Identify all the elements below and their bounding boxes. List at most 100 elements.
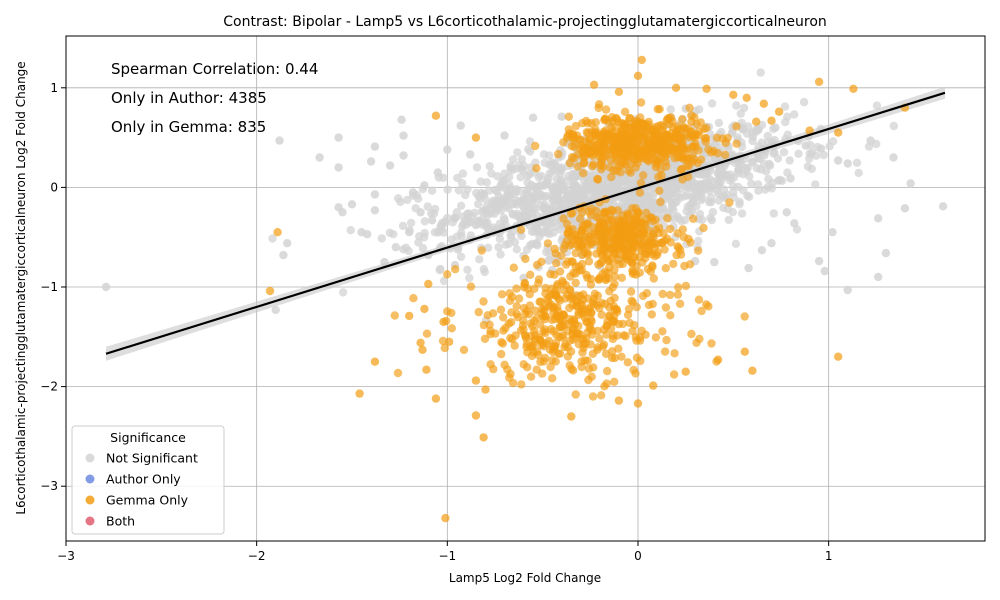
point-gemma-only xyxy=(583,328,592,337)
point-not-significant xyxy=(534,225,543,235)
point-gemma-only xyxy=(553,280,562,289)
point-not-significant xyxy=(268,234,277,243)
point-not-significant xyxy=(765,159,774,169)
point-not-significant xyxy=(781,117,790,127)
point-gemma-only xyxy=(608,334,618,344)
point-gemma-only xyxy=(672,132,681,141)
point-not-significant xyxy=(748,136,757,146)
point-gemma-only xyxy=(520,279,529,289)
point-gemma-only xyxy=(694,246,703,255)
point-gemma-only xyxy=(676,250,686,259)
point-gemma-only xyxy=(637,55,646,65)
point-gemma-only xyxy=(618,140,628,150)
point-gemma-only xyxy=(471,133,481,142)
point-gemma-only xyxy=(697,306,706,316)
point-gemma-only xyxy=(584,364,594,373)
point-gemma-only xyxy=(517,380,526,389)
point-gemma-only xyxy=(849,84,858,94)
point-gemma-only xyxy=(536,297,545,306)
point-gemma-only xyxy=(651,333,661,342)
point-not-significant xyxy=(783,130,792,139)
point-not-significant xyxy=(505,180,514,189)
point-not-significant xyxy=(906,179,915,188)
point-gemma-only xyxy=(603,229,613,238)
legend: Significance Not Significant Author Only Ge… xyxy=(71,425,225,535)
point-gemma-only xyxy=(540,353,550,363)
point-gemma-only xyxy=(563,219,572,229)
point-not-significant xyxy=(811,180,820,189)
point-not-significant xyxy=(496,250,505,259)
point-gemma-only xyxy=(422,329,432,338)
point-gemma-only xyxy=(355,389,364,398)
point-not-significant xyxy=(736,109,745,118)
point-gemma-only xyxy=(438,336,448,346)
point-not-significant xyxy=(547,204,557,213)
point-gemma-only xyxy=(774,107,784,116)
point-gemma-only xyxy=(486,360,495,369)
point-gemma-only xyxy=(630,321,639,330)
point-gemma-only xyxy=(532,164,541,173)
point-not-significant xyxy=(399,151,408,160)
point-gemma-only xyxy=(447,308,456,318)
point-gemma-only xyxy=(466,282,476,291)
point-not-significant xyxy=(275,136,284,145)
point-not-significant xyxy=(551,222,560,232)
point-not-significant xyxy=(732,101,741,110)
point-not-significant xyxy=(716,177,725,187)
point-not-significant xyxy=(334,133,343,142)
plot-frame xyxy=(65,35,986,542)
point-gemma-only xyxy=(584,257,594,266)
point-gemma-only xyxy=(580,158,589,167)
point-not-significant xyxy=(457,178,467,188)
point-gemma-only xyxy=(416,338,425,347)
point-gemma-only xyxy=(503,365,512,374)
point-gemma-only xyxy=(550,302,559,312)
point-not-significant xyxy=(391,243,400,252)
point-gemma-only xyxy=(595,334,604,343)
point-not-significant xyxy=(748,128,757,137)
point-gemma-only xyxy=(531,141,540,151)
point-gemma-only xyxy=(546,362,555,372)
point-not-significant xyxy=(398,221,408,231)
point-not-significant xyxy=(531,239,541,249)
point-not-significant xyxy=(771,123,780,132)
point-not-significant xyxy=(370,190,380,199)
point-gemma-only xyxy=(577,334,586,344)
point-gemma-only xyxy=(599,208,608,218)
point-gemma-only xyxy=(626,287,636,296)
point-gemma-only xyxy=(592,128,601,137)
point-not-significant xyxy=(785,156,794,165)
point-gemma-only xyxy=(691,142,701,152)
point-not-significant xyxy=(723,204,733,214)
point-not-significant xyxy=(500,215,509,225)
point-gemma-only xyxy=(420,304,429,314)
point-gemma-only xyxy=(690,155,699,164)
point-not-significant xyxy=(724,215,733,225)
point-gemma-only xyxy=(612,150,621,160)
point-gemma-only xyxy=(620,107,630,117)
point-not-significant xyxy=(734,182,743,192)
legend-label-1: Author Only xyxy=(106,472,181,487)
point-not-significant xyxy=(938,202,948,211)
point-not-significant xyxy=(466,150,475,159)
point-not-significant xyxy=(494,243,503,252)
point-not-significant xyxy=(889,121,898,131)
point-gemma-only xyxy=(675,144,684,154)
point-not-significant xyxy=(403,195,412,205)
point-not-significant xyxy=(506,161,515,171)
point-gemma-only xyxy=(676,165,686,175)
point-gemma-only xyxy=(613,221,623,231)
point-gemma-only xyxy=(664,113,674,123)
point-gemma-only xyxy=(496,305,506,314)
point-not-significant xyxy=(539,203,548,213)
point-gemma-only xyxy=(519,360,528,369)
plot-area xyxy=(101,55,948,523)
point-not-significant xyxy=(777,176,787,185)
point-gemma-only xyxy=(642,289,652,298)
point-gemma-only xyxy=(589,80,599,90)
point-not-significant xyxy=(370,206,380,215)
point-gemma-only xyxy=(568,133,577,142)
point-gemma-only xyxy=(644,226,654,235)
point-gemma-only xyxy=(577,362,586,372)
point-gemma-only xyxy=(610,122,619,132)
